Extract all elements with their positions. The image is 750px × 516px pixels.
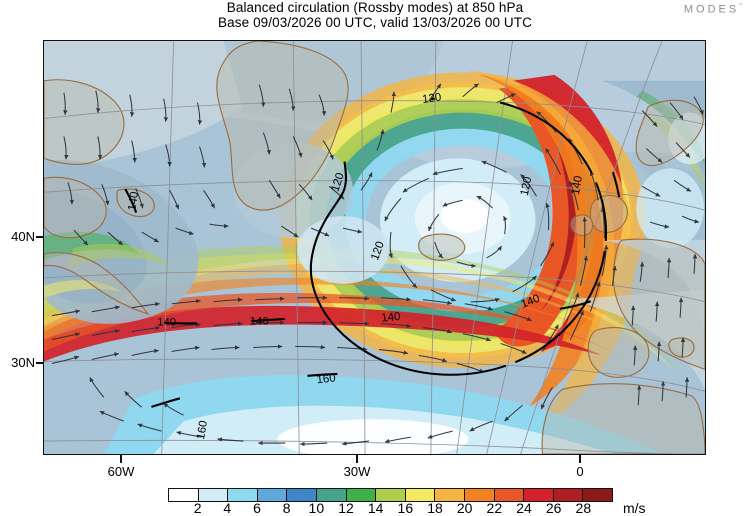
colorbar-tick-22: 22 xyxy=(486,500,503,516)
colorbar-swatch-13 xyxy=(552,489,583,501)
colorbar-swatch-8 xyxy=(404,489,435,501)
colorbar-tick-28: 28 xyxy=(575,500,592,516)
colorbar-swatch-12 xyxy=(523,489,553,501)
colorbar-swatch-0 xyxy=(169,489,198,501)
modes-logo: MODES° xyxy=(684,3,742,16)
colorbar-swatch-11 xyxy=(493,489,524,501)
colorbar-tick-6: 6 xyxy=(253,500,261,516)
colorbar-swatch-3 xyxy=(256,489,287,501)
ytick-mark-30n xyxy=(36,362,44,364)
colorbar-swatch-9 xyxy=(434,489,464,501)
colorbar-swatch-10 xyxy=(463,489,494,501)
svg-text:120: 120 xyxy=(422,91,443,106)
svg-text:120: 120 xyxy=(329,171,346,193)
colorbar-swatch-4 xyxy=(286,489,316,501)
colorbar-swatch-6 xyxy=(345,489,376,501)
svg-text:120: 120 xyxy=(519,176,535,197)
modes-logo-mark: ° xyxy=(739,3,742,10)
modes-logo-text: MODES xyxy=(683,3,740,16)
svg-text:140: 140 xyxy=(126,191,141,212)
colorbar-tick-18: 18 xyxy=(427,500,443,516)
weather-map-canvas: 120 120 120 120 140 140 140 140 140 140 … xyxy=(44,41,705,454)
svg-text:140: 140 xyxy=(570,175,585,196)
xtick-label-0: 0 xyxy=(576,464,584,479)
colorbar-tick-24: 24 xyxy=(516,500,532,516)
ytick-mark-40n xyxy=(36,236,44,238)
colorbar-swatch-1 xyxy=(197,489,228,501)
colorbar-swatch-5 xyxy=(315,489,346,501)
colorbar-tick-14: 14 xyxy=(367,500,384,516)
colorbar-tick-2: 2 xyxy=(193,500,202,516)
colorbar-tick-16: 16 xyxy=(397,500,414,516)
page-title: Balanced circulation (Rossby modes) at 8… xyxy=(226,0,524,15)
colorbar-swatch-14 xyxy=(582,489,612,501)
colorbar-tick-26: 26 xyxy=(545,500,562,516)
svg-text:160: 160 xyxy=(195,420,210,441)
xtick-mark-60w xyxy=(120,455,122,463)
svg-text:140: 140 xyxy=(157,317,176,329)
colorbar-tick-20: 20 xyxy=(456,500,473,516)
svg-text:140: 140 xyxy=(381,311,401,325)
xtick-label-30w: 30W xyxy=(343,464,371,479)
xtick-label-60w: 60W xyxy=(107,464,135,479)
colorbar xyxy=(168,488,613,502)
svg-text:160: 160 xyxy=(316,372,336,386)
xtick-mark-0 xyxy=(579,455,581,463)
xtick-mark-30w xyxy=(356,455,358,463)
colorbar-tick-8: 8 xyxy=(282,500,291,516)
svg-text:140: 140 xyxy=(250,316,269,328)
chart-subtitle: Base 09/03/2026 00 UTC, valid 13/03/2026… xyxy=(218,15,532,30)
colorbar-swatch-7 xyxy=(375,489,405,501)
colorbar-tick-4: 4 xyxy=(223,500,232,516)
colorbar-tick-10: 10 xyxy=(308,500,325,516)
ytick-label-30n: 30N xyxy=(11,355,35,370)
ytick-label-40n: 40N xyxy=(11,229,35,244)
chart-header: Balanced circulation (Rossby modes) at 8… xyxy=(0,0,750,31)
colorbar-tick-12: 12 xyxy=(338,500,354,516)
colorbar-swatch-2 xyxy=(227,489,257,501)
colorbar-units-label: m/s xyxy=(623,500,646,516)
map-plot-area: 120 120 120 120 140 140 140 140 140 140 … xyxy=(43,40,706,455)
